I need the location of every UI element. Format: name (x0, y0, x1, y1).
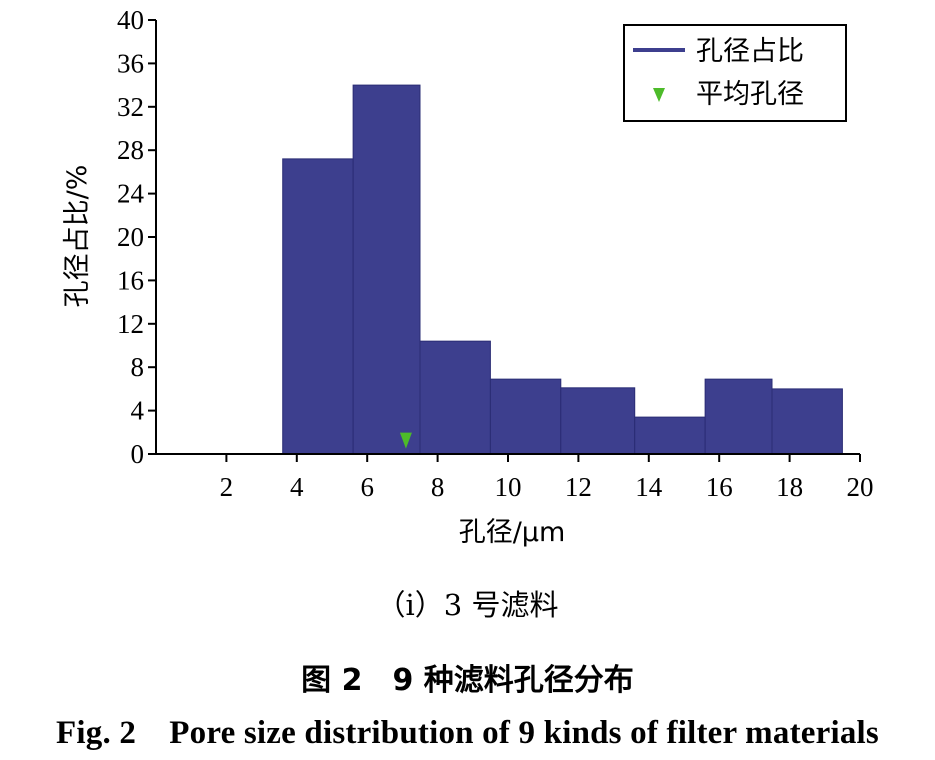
bars-group (282, 84, 843, 455)
y-tick-label: 4 (131, 396, 145, 426)
y-ticks-group: 0 4 8 12 16 20 24 28 32 36 40 (117, 5, 156, 469)
x-tick-label: 10 (495, 472, 522, 502)
x-tick-label: 16 (706, 472, 733, 502)
legend-series-label: 孔径占比 (696, 36, 804, 67)
y-tick-label: 12 (117, 309, 144, 339)
marker-group (399, 432, 412, 449)
histogram-bar (419, 340, 491, 455)
y-tick-label: 40 (117, 5, 144, 35)
y-tick-label: 0 (131, 439, 145, 469)
histogram-bar (560, 387, 636, 455)
y-axis-title: 孔径占比/% (62, 165, 93, 308)
legend-box (623, 24, 847, 122)
histogram-bar (704, 378, 773, 455)
x-ticks-group: 2 4 6 8 10 12 14 16 18 20 (220, 454, 874, 502)
x-tick-label: 12 (565, 472, 592, 502)
subfigure-caption: （i）3 号滤料 (376, 588, 559, 622)
legend-marker-label: 平均孔径 (696, 79, 804, 110)
histogram-bar (771, 388, 843, 455)
y-tick-label: 28 (117, 135, 144, 165)
x-axis-title: 孔径/μm (459, 517, 566, 548)
y-tick-label: 36 (117, 48, 144, 78)
figure-caption-english: Fig. 2 Pore size distribution of 9 kinds… (56, 715, 879, 751)
y-tick-label: 20 (117, 222, 144, 252)
y-tick-label: 8 (131, 352, 145, 382)
average-pore-size-marker (399, 432, 412, 449)
histogram-bar (282, 158, 354, 455)
figure-caption-chinese: 图 2 9 种滤料孔径分布 (301, 663, 634, 698)
x-tick-label: 20 (847, 472, 874, 502)
x-tick-label: 18 (776, 472, 803, 502)
y-tick-label: 24 (117, 179, 145, 209)
legend: 孔径占比 平均孔径 (623, 24, 847, 122)
x-tick-label: 8 (431, 472, 445, 502)
x-tick-label: 2 (220, 472, 234, 502)
histogram-bar (634, 416, 706, 455)
y-tick-label: 16 (117, 265, 144, 295)
x-tick-label: 4 (290, 472, 304, 502)
histogram-bar (489, 378, 562, 455)
y-tick-label: 32 (117, 92, 144, 122)
x-tick-label: 14 (635, 472, 663, 502)
x-tick-label: 6 (360, 472, 374, 502)
legend-marker-symbol (653, 88, 665, 102)
histogram-bar (352, 84, 421, 455)
